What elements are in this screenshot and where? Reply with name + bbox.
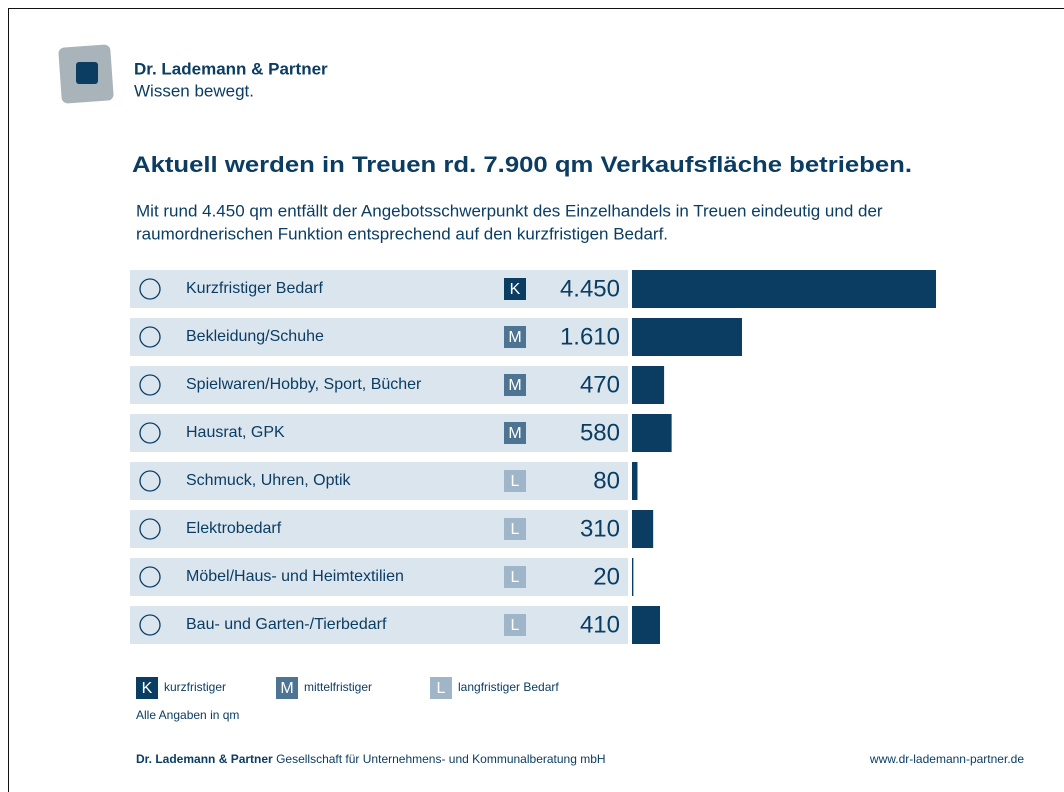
badge-label: L [511,569,520,586]
legend-label: mittelfristiger [304,680,372,694]
footer-url: www.dr-lademann-partner.de [869,752,1024,766]
logo-inner [76,62,98,84]
value-label: 4.450 [560,275,620,302]
badge [504,374,526,396]
badge-label: K [510,281,521,298]
bar [632,510,654,548]
row-icon [139,614,161,636]
badge [136,677,158,699]
bar [632,414,672,452]
badge-label: K [142,680,153,697]
legend-label: kurzfristiger [164,680,226,694]
badge-label: L [511,521,520,538]
category-label: Bekleidung/Schuhe [186,328,324,345]
value-label: 80 [593,467,620,494]
badge [504,518,526,540]
badge-label: M [508,329,521,346]
chart-title: Aktuell werden in Treuen rd. 7.900 qm Ve… [132,152,912,177]
row-background [130,318,628,356]
value-label: 1.610 [560,323,620,350]
row-background [130,510,628,548]
category-label: Bau- und Garten-/Tierbedarf [186,616,387,633]
badge [504,566,526,588]
row-background [130,558,628,596]
footer-company: Dr. Lademann & Partner [136,752,273,766]
badge [504,422,526,444]
footer-text: Dr. Lademann & Partner Gesellschaft für … [136,752,606,766]
bar [632,270,936,308]
bar [632,606,661,644]
row-icon [139,422,161,444]
value-label: 580 [580,419,620,446]
badge-label: M [508,425,521,442]
row-icon [139,518,161,540]
category-label: Spielwaren/Hobby, Sport, Bücher [186,376,422,393]
badge [504,470,526,492]
value-label: 310 [580,515,620,542]
category-label: Möbel/Haus- und Heimtextilien [186,568,404,585]
value-label: 410 [580,611,620,638]
subtitle-line: raumordnerischen Funktion entsprechend a… [136,224,668,243]
footer-description: Gesellschaft für Unternehmens- und Kommu… [276,752,606,766]
badge [276,677,298,699]
row-background [130,414,628,452]
badge-label: M [508,377,521,394]
value-label: 470 [580,371,620,398]
row-background [130,462,628,500]
row-icon [139,326,161,348]
badge [504,326,526,348]
legend-label: langfristiger Bedarf [458,680,559,694]
badge [504,278,526,300]
bar [632,366,665,404]
row-icon [139,278,161,300]
badge-label: L [511,617,520,634]
bar [632,558,634,596]
subtitle-line: Mit rund 4.450 qm entfällt der Angebotss… [136,201,883,220]
bar [632,462,638,500]
tagline: Wissen bewegt. [134,81,254,100]
badge-label: M [280,680,293,697]
row-icon [139,470,161,492]
value-label: 20 [593,563,620,590]
category-label: Kurzfristiger Bedarf [186,280,323,297]
category-label: Schmuck, Uhren, Optik [186,472,352,489]
bar [632,318,742,356]
row-background [130,366,628,404]
row-background [130,606,628,644]
row-icon [139,374,161,396]
frame [8,8,1064,792]
row-icon [139,566,161,588]
note: Alle Angaben in qm [136,708,239,722]
category-label: Hausrat, GPK [186,424,285,441]
badge-label: L [437,680,446,697]
company: Dr. Lademann & Partner [134,59,328,78]
badge [504,614,526,636]
badge [430,677,452,699]
badge-label: L [511,473,520,490]
category-label: Elektrobedarf [186,520,282,537]
row-background [130,270,628,308]
